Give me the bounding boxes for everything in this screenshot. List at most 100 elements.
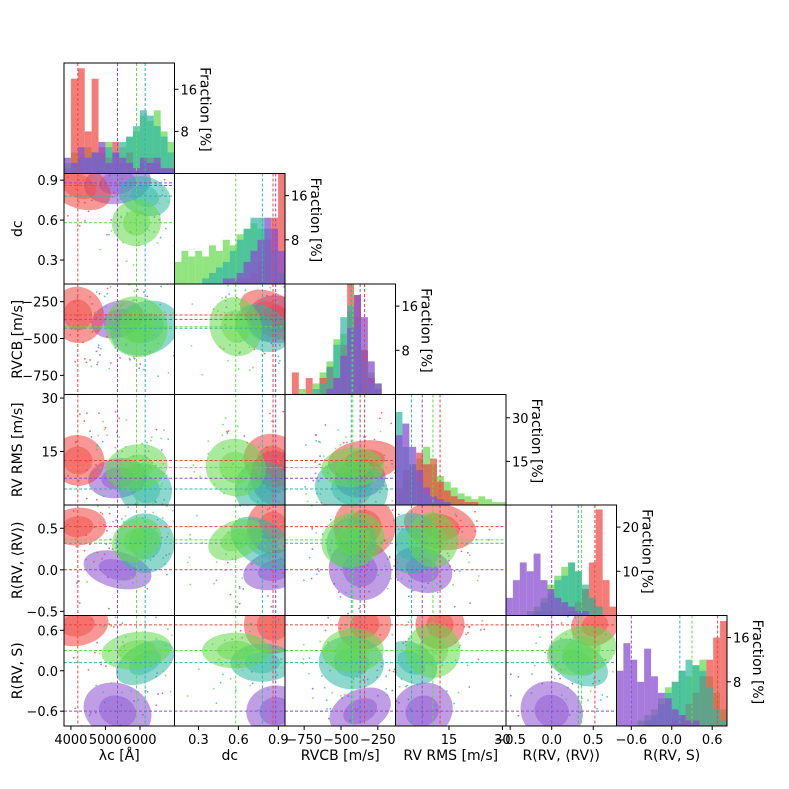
- scatter-point-green: [319, 463, 322, 466]
- scatter-point-green: [163, 278, 165, 280]
- scatter-point-purple: [300, 298, 302, 300]
- scatter-point-red: [286, 577, 288, 579]
- scatter-point-teal: [308, 575, 310, 577]
- scatter-point-green: [191, 303, 194, 305]
- scatter-point-teal: [357, 586, 360, 589]
- scatter-point-red: [118, 417, 121, 420]
- scatter-point-teal: [250, 622, 253, 625]
- scatter-point-green: [196, 514, 198, 517]
- scatter-point-teal: [436, 591, 439, 594]
- scatter-point-green: [98, 652, 101, 655]
- scatter-point-green: [227, 284, 229, 287]
- scatter-point-green: [380, 659, 383, 662]
- scatter-point-red: [72, 656, 75, 659]
- scatter-point-red: [408, 608, 410, 610]
- hist-bar-red-rvrms-11: [471, 502, 479, 505]
- scatter-point-green: [273, 625, 276, 628]
- scatter-point-teal: [385, 675, 388, 678]
- scatter-point-red: [626, 590, 628, 592]
- scatter-point-purple: [318, 688, 320, 690]
- scatter-point-teal: [105, 305, 107, 308]
- scatter-point-red: [457, 592, 459, 594]
- scatter-point-green: [125, 613, 127, 615]
- scatter-point-green: [249, 684, 252, 687]
- hist-bar-purple-lambda-0: [64, 157, 71, 174]
- hist-bar-purple-rvrms-3: [416, 470, 424, 505]
- scatter-point-red: [61, 494, 63, 496]
- scatter-point-teal: [304, 522, 306, 524]
- scatter-point-green: [466, 609, 468, 611]
- scatter-point-purple: [289, 608, 291, 610]
- scatter-point-purple: [305, 350, 307, 352]
- panel-content-r4-c3: [393, 505, 506, 616]
- scatter-point-green: [306, 500, 309, 503]
- scatter-point-purple: [287, 486, 289, 488]
- scatter-point-green: [189, 583, 192, 586]
- scatter-point-red: [313, 638, 315, 640]
- scatter-point-purple: [310, 694, 312, 696]
- scatter-point-red: [300, 483, 302, 485]
- scatter-point-teal: [244, 289, 247, 292]
- scatter-point-purple: [299, 279, 301, 281]
- scatter-point-teal: [304, 279, 306, 281]
- scatter-point-teal: [400, 578, 403, 580]
- scatter-point-red: [98, 412, 100, 415]
- scatter-point-red: [106, 233, 108, 236]
- scatter-point-purple: [74, 707, 77, 710]
- scatter-point-red: [71, 500, 73, 502]
- hist-bar-green-dc-2: [188, 256, 196, 285]
- hist-tick-label-lambda-0: 8: [181, 125, 189, 140]
- hist-bar-teal-dc-4: [202, 278, 210, 285]
- scatter-point-green: [337, 429, 340, 431]
- hist-bar-purple-lambda-11: [139, 157, 147, 174]
- scatter-point-purple: [242, 588, 245, 590]
- scatter-point-purple: [87, 210, 90, 213]
- scatter-point-green: [150, 436, 153, 439]
- scatter-point-green: [305, 492, 308, 495]
- scatter-point-green: [172, 510, 174, 512]
- hist-bar-green-rvcb-2: [298, 388, 306, 395]
- scatter-point-green: [539, 636, 541, 638]
- scatter-point-teal: [300, 343, 302, 345]
- scatter-point-purple: [400, 508, 402, 510]
- scatter-point-green: [318, 510, 320, 512]
- hist-bar-purple-dc-15: [278, 250, 285, 284]
- scatter-point-red: [74, 360, 76, 363]
- scatter-point-red: [112, 626, 115, 628]
- scatter-point-teal: [282, 300, 284, 302]
- scatter-point-green: [164, 509, 166, 511]
- density-region-red: [64, 615, 109, 647]
- scatter-point-green: [164, 674, 167, 677]
- scatter-point-teal: [393, 561, 395, 563]
- scatter-point-green: [345, 436, 347, 438]
- fraction-label-rvcb: Fraction [%]: [418, 288, 434, 373]
- scatter-point-purple: [402, 613, 404, 615]
- scatter-point-teal: [446, 690, 448, 692]
- panel-content-r3-c1: [174, 394, 289, 505]
- scatter-point-teal: [191, 215, 193, 217]
- scatter-point-green: [86, 580, 88, 583]
- scatter-point-green: [130, 576, 132, 579]
- scatter-point-green: [193, 471, 196, 473]
- hist-bar-red-rvrms-8: [450, 496, 458, 505]
- scatter-point-purple: [119, 516, 121, 518]
- scatter-point-teal: [329, 518, 332, 521]
- scatter-point-green: [467, 605, 469, 607]
- scatter-point-red: [306, 279, 308, 281]
- scatter-point-teal: [384, 565, 387, 568]
- scatter-point-teal: [95, 291, 98, 293]
- scatter-point-red: [114, 411, 117, 413]
- scatter-point-red: [314, 472, 317, 475]
- scatter-point-green: [110, 682, 112, 684]
- scatter-point-green: [248, 369, 251, 372]
- scatter-point-green: [470, 612, 472, 614]
- scatter-point-red: [83, 549, 86, 552]
- scatter-point-purple: [146, 295, 149, 298]
- panel-r4-c2: [284, 504, 404, 616]
- scatter-point-teal: [435, 704, 438, 707]
- panel-r4-c4: [505, 504, 621, 616]
- scatter-point-red: [227, 430, 230, 432]
- scatter-point-purple: [251, 682, 254, 685]
- scatter-point-green: [278, 545, 281, 547]
- scatter-point-purple: [423, 729, 425, 731]
